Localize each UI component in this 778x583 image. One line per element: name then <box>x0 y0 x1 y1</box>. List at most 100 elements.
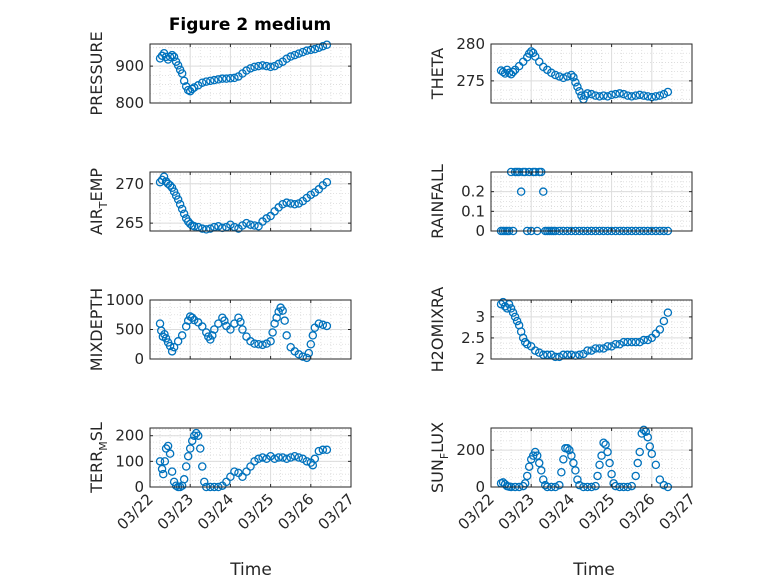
data-point <box>160 457 170 466</box>
data-point <box>202 77 211 86</box>
data-point <box>318 41 328 51</box>
data-point <box>543 350 552 360</box>
data-point <box>206 224 215 233</box>
y-tick-label: 265 <box>115 214 144 232</box>
data-point <box>302 457 312 466</box>
data-point <box>266 62 275 72</box>
data-point <box>569 72 578 82</box>
data-point <box>587 346 596 355</box>
data-point <box>282 54 291 64</box>
data-point <box>623 91 632 100</box>
data-point <box>575 86 584 96</box>
data-point <box>278 306 287 315</box>
axes-box <box>490 43 693 104</box>
data-point <box>179 76 189 86</box>
y-tick-label: 2.5 <box>461 329 485 347</box>
data-point <box>236 317 245 327</box>
data-point <box>655 475 665 484</box>
data-point <box>298 47 308 57</box>
data-point <box>290 200 299 209</box>
y-tick-label: 0.2 <box>461 183 485 201</box>
data-point <box>318 445 328 455</box>
data-point <box>645 442 655 451</box>
data-point <box>282 331 291 340</box>
data-point <box>258 340 267 350</box>
data-point <box>318 320 328 330</box>
data-point <box>183 451 193 461</box>
data-point <box>278 200 287 209</box>
data-point <box>270 319 279 328</box>
data-point <box>571 78 580 87</box>
data-point <box>593 471 602 481</box>
y-tick-label: 800 <box>115 94 144 112</box>
x-tick-label: 03/22 <box>114 490 157 533</box>
data-point <box>623 337 632 347</box>
data-point <box>270 454 279 464</box>
data-point <box>258 453 267 462</box>
data-point <box>270 61 279 71</box>
data-point <box>510 312 520 322</box>
data-point <box>655 325 665 334</box>
data-point <box>643 335 653 345</box>
data-point <box>569 458 578 468</box>
data-point <box>173 337 183 346</box>
data-point <box>555 72 564 81</box>
y-axis-label: SUNFLUX <box>428 422 451 493</box>
data-point <box>534 57 544 66</box>
data-point <box>210 75 219 85</box>
data-point <box>177 69 187 78</box>
data-point <box>171 481 181 490</box>
data-point <box>633 458 642 468</box>
data-point <box>310 454 320 464</box>
data-point <box>322 177 332 187</box>
data-point <box>242 66 251 75</box>
axes-box <box>149 43 352 104</box>
data-point <box>635 90 644 100</box>
data-point <box>165 52 175 62</box>
data-point <box>631 337 640 347</box>
data-point <box>516 187 526 196</box>
data-point <box>167 50 177 60</box>
x-tick-label: 03/22 <box>455 490 498 533</box>
data-point <box>262 61 271 71</box>
data-point <box>508 308 518 317</box>
data-point <box>314 319 324 328</box>
data-point <box>631 471 640 481</box>
data-point <box>155 457 165 466</box>
data-point <box>635 337 644 347</box>
x-tick-label: 03/24 <box>535 490 578 533</box>
data-point <box>294 49 303 58</box>
data-point <box>563 444 572 453</box>
data-point <box>218 74 227 83</box>
data-point <box>254 61 263 71</box>
data-point <box>663 308 673 317</box>
data-point <box>627 337 636 347</box>
data-point <box>189 83 199 92</box>
data-point <box>250 62 259 72</box>
data-point <box>498 67 508 77</box>
y-tick-label: 280 <box>456 35 485 53</box>
data-point <box>643 432 653 442</box>
y-tick-label: 0.1 <box>461 202 485 220</box>
y-tick-label: 0 <box>134 350 144 368</box>
data-point <box>504 299 514 309</box>
x-axis-label-left: Time <box>229 560 272 580</box>
axes-box <box>149 427 352 488</box>
data-point <box>202 225 211 234</box>
data-point <box>322 321 332 331</box>
data-point <box>308 331 318 340</box>
data-point <box>627 481 636 491</box>
data-point <box>571 466 580 475</box>
data-point <box>185 444 195 453</box>
data-point <box>520 337 530 347</box>
data-point <box>619 337 628 347</box>
data-point <box>290 50 299 60</box>
data-point <box>659 89 669 99</box>
y-tick-label: 1000 <box>106 291 144 309</box>
data-point <box>522 471 532 481</box>
data-point <box>169 52 179 62</box>
